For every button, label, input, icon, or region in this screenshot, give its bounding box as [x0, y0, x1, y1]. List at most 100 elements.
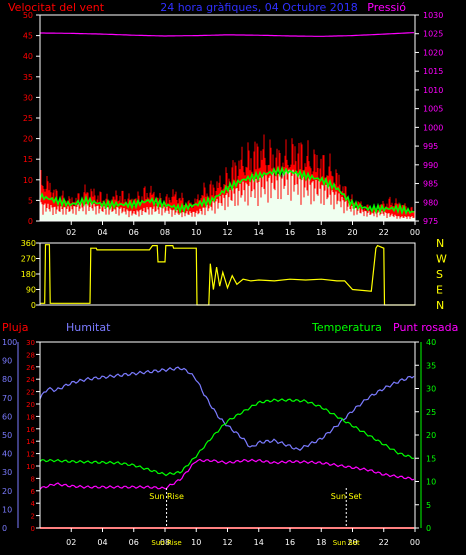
pressure-tick-label: 990 [423, 161, 438, 170]
temperature-tick-label: 35 [426, 361, 436, 370]
pressure-tick-label: 1030 [423, 11, 443, 20]
rain-tick-label: 24 [26, 376, 35, 384]
humidity-axis: 0 10 20 30 40 50 60 70 80 90 100 [2, 338, 19, 533]
temperature-tick-label: 5 [426, 501, 431, 510]
direction-tick-label: 90 [26, 286, 36, 295]
compass-label: N [436, 237, 444, 250]
wind-x-tick-label: 18 [316, 228, 326, 237]
temperature-tick-label: 10 [426, 478, 436, 487]
rain-tick-label: 4 [31, 500, 36, 508]
th-x-tick-label: 02 [66, 538, 76, 547]
rain-tick-label: 6 [31, 488, 36, 496]
wind-speed-tick-label: 20 [23, 135, 33, 144]
pressure-tick-label: 980 [423, 198, 438, 207]
direction-tick-label: 360 [21, 239, 36, 248]
rain-tick-label: 20 [26, 401, 35, 409]
pressure-tick-label: 1010 [423, 86, 443, 95]
humidity-tick-label: 100 [2, 338, 17, 347]
humidity-tick-label: 10 [2, 505, 12, 514]
pressure-tick-label: 995 [423, 142, 438, 151]
humidity-tick-label: 40 [2, 450, 12, 459]
th-x-tick-label: 08 [160, 538, 170, 547]
wind-x-tick-label: 08 [160, 228, 170, 237]
wind-x-tick-label: 14 [254, 228, 264, 237]
wind-series-group [39, 32, 415, 221]
rain-tick-label: 12 [26, 451, 35, 459]
pressure-axis-title: Pressió [367, 1, 406, 14]
pressure-line [40, 32, 414, 37]
wind-x-tick-label: 20 [347, 228, 357, 237]
wind-x-tick-label: 12 [222, 228, 232, 237]
rain-tick-label: 28 [26, 351, 35, 359]
temperature-line [39, 398, 415, 477]
pressure-tick-label: 1000 [423, 123, 443, 132]
temperature-axis-title: Temperatura [311, 321, 382, 334]
compass-label: E [436, 284, 443, 297]
dewpoint-line [39, 458, 415, 490]
temperature-axis: 0 5 10 15 20 25 30 35 40 [415, 338, 436, 533]
wind-speed-tick-label: 30 [23, 93, 33, 102]
direction-tick-label: 180 [21, 270, 36, 279]
pressure-tick-label: 1020 [423, 48, 443, 57]
th-x-tick-label: 22 [379, 538, 389, 547]
humidity-tick-label: 0 [2, 524, 7, 533]
th-x-tick-label: 06 [129, 538, 139, 547]
th-x-tick-label: 12 [222, 538, 232, 547]
humidity-line [39, 366, 415, 451]
wind-speed-tick-label: 10 [23, 176, 33, 185]
humidity-tick-label: 70 [2, 394, 12, 403]
humidity-tick-label: 20 [2, 487, 12, 496]
rain-tick-label: 10 [26, 463, 35, 471]
sun-event-axis-label: Sun Set [333, 539, 360, 547]
wind-x-tick-label: 00 [410, 228, 420, 237]
rain-axis-title: Pluja [2, 321, 28, 334]
humidity-tick-label: 30 [2, 468, 12, 477]
temperature-tick-label: 20 [426, 431, 436, 440]
rain-tick-label: 26 [26, 364, 35, 372]
th-x-tick-label: 20 [347, 538, 357, 547]
th-x-tick-label: 16 [285, 538, 295, 547]
temperature-tick-label: 40 [426, 338, 436, 347]
pressure-tick-label: 975 [423, 217, 438, 226]
rain-tick-label: 30 [26, 339, 35, 347]
humidity-axis-title: Humitat [66, 321, 111, 334]
th-x-tick-label: 10 [191, 538, 201, 547]
wind-speed-tick-label: 50 [23, 11, 33, 20]
wind-speed-axis-title: Velocitat del vent [8, 1, 105, 14]
pressure-axis: 975 980 985 990 995 1000 1005 1010 1015 1020 1025 1… [415, 11, 443, 226]
rain-tick-label: 18 [26, 413, 35, 421]
wind-speed-tick-label: 25 [23, 114, 33, 123]
wind-x-tick-label: 16 [285, 228, 295, 237]
th-x-tick-label: 00 [410, 538, 420, 547]
humidity-tick-label: 90 [2, 357, 12, 366]
rain-tick-label: 16 [26, 426, 35, 434]
dewpoint-axis-title: Punt rosada [393, 321, 458, 334]
sun-event-label: Sun Rise [149, 492, 184, 501]
rain-tick-label: 22 [26, 389, 35, 397]
wind-speed-axis: 0 5 10 15 20 25 30 35 40 45 50 [23, 11, 40, 226]
pressure-tick-label: 1015 [423, 67, 443, 76]
temperature-tick-label: 0 [426, 524, 431, 533]
sun-annotations: Sun Rise Sun Set Sun Rise Sun Set [149, 488, 362, 547]
wind-speed-tick-label: 0 [28, 217, 33, 226]
direction-series-group [40, 244, 415, 306]
temperature-tick-label: 30 [426, 385, 436, 394]
sun-event-label: Sun Set [331, 492, 362, 501]
wind-average-line [39, 165, 415, 216]
rain-tick-label: 2 [31, 513, 35, 521]
wind-speed-tick-label: 35 [23, 73, 33, 82]
temperature-tick-label: 15 [426, 454, 436, 463]
compass-label: N [436, 299, 444, 312]
th-x-tick-label: 14 [254, 538, 264, 547]
th-x-tick-label: 04 [97, 538, 107, 547]
compass-label: S [436, 268, 443, 281]
rain-tick-label: 8 [31, 475, 35, 483]
direction-tick-label: 0 [31, 301, 36, 310]
wind-x-tick-label: 06 [129, 228, 139, 237]
rain-tick-label: 0 [31, 525, 35, 533]
